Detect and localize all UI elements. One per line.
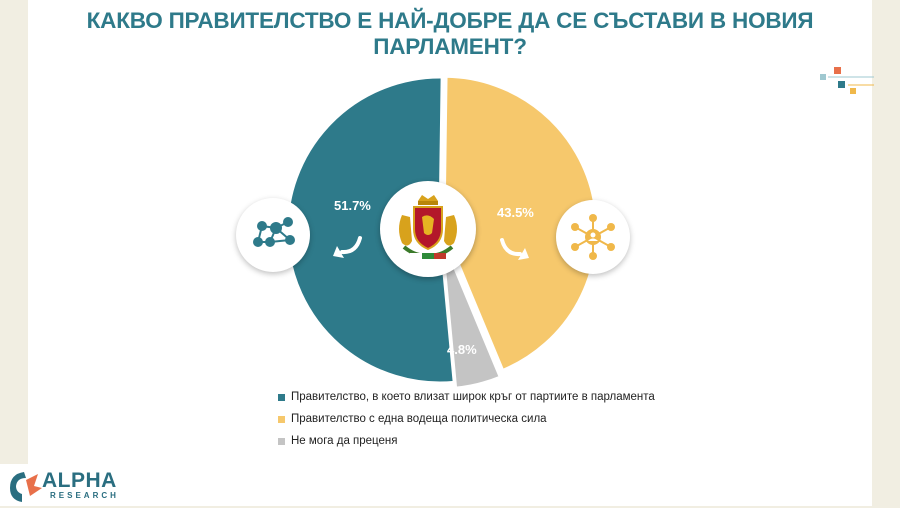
chart-legend: Правителство, в което влизат широк кръг … bbox=[278, 386, 655, 452]
pie-slice-undecided bbox=[439, 235, 503, 390]
title-line-2: ПАРЛАМЕНТ? bbox=[373, 34, 527, 59]
coat-of-arms-circle bbox=[380, 181, 476, 277]
right-arrow-icon bbox=[500, 238, 529, 260]
slice-label-wide-coalition: 51.7% bbox=[334, 198, 371, 213]
decorative-squares bbox=[820, 67, 874, 94]
coat-of-arms-icon bbox=[399, 195, 457, 259]
alpha-research-logo: ALPHA RESEARCH bbox=[0, 464, 142, 506]
slice-label-undecided: 4.8% bbox=[447, 342, 477, 357]
network-icon-circle bbox=[236, 198, 310, 272]
legend-item-wide-coalition: Правителство, в което влизат широк кръг … bbox=[278, 386, 655, 408]
logo-subtitle: RESEARCH bbox=[50, 491, 119, 500]
legend-item-undecided: Не мога да преценя bbox=[278, 430, 655, 452]
logo-mark-icon bbox=[10, 472, 42, 502]
slice-label-single-party: 43.5% bbox=[497, 205, 534, 220]
legend-swatch-wide-coalition bbox=[278, 393, 285, 401]
legend-label-single-party: Правителство с една водеща политическа с… bbox=[291, 413, 547, 425]
legend-item-single-party: Правителство с една водеща политическа с… bbox=[278, 408, 655, 430]
title-line-1: КАКВО ПРАВИТЕЛСТВО Е НАЙ-ДОБРЕ ДА СЕ СЪС… bbox=[86, 8, 814, 33]
legend-swatch-single-party bbox=[278, 415, 285, 423]
legend-label-undecided: Не мога да преценя bbox=[291, 435, 398, 447]
legend-label-wide-coalition: Правителство, в което влизат широк кръг … bbox=[291, 391, 655, 403]
page-title: КАКВО ПРАВИТЕЛСТВО Е НАЙ-ДОБРЕ ДА СЕ СЪС… bbox=[40, 8, 860, 60]
legend-swatch-undecided bbox=[278, 437, 285, 445]
logo-word: ALPHA bbox=[42, 469, 117, 492]
left-arrow-icon bbox=[333, 236, 362, 258]
network-icon bbox=[253, 217, 295, 247]
hub-icon-circle bbox=[556, 200, 630, 274]
hub-icon bbox=[571, 214, 615, 260]
